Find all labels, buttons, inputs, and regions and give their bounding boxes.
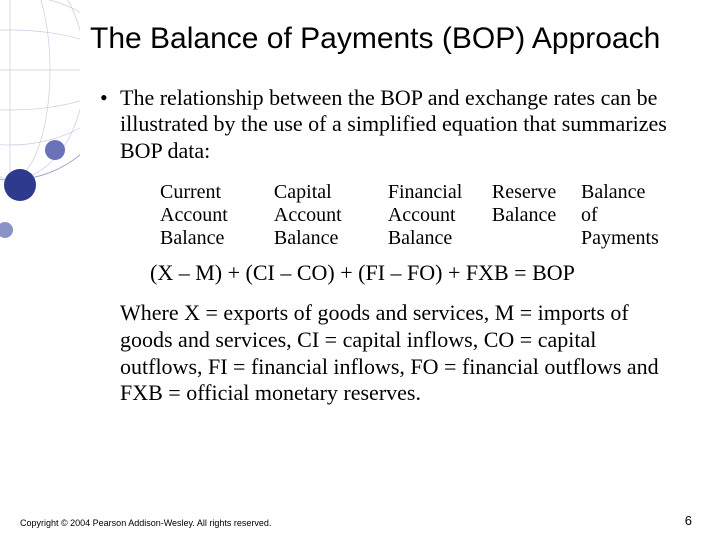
bullet-item: • The relationship between the BOP and e… — [100, 85, 690, 165]
term-financial-account: Financial Account Balance — [388, 181, 492, 250]
term-current-account: Current Account Balance — [160, 181, 274, 250]
bullet-marker: • — [100, 85, 120, 111]
copyright-notice: Copyright © 2004 Pearson Addison-Wesley.… — [20, 518, 271, 528]
variable-definitions: Where X = exports of goods and services,… — [120, 300, 680, 407]
equation-term-labels: Current Account Balance Capital Account … — [160, 181, 690, 250]
bullet-text: The relationship between the BOP and exc… — [120, 85, 690, 165]
term-bop: Balance of Payments — [581, 181, 690, 250]
page-number: 6 — [685, 513, 692, 528]
term-reserve-balance: Reserve Balance — [492, 181, 581, 250]
slide-title: The Balance of Payments (BOP) Approach — [90, 22, 690, 57]
term-capital-account: Capital Account Balance — [274, 181, 388, 250]
slide-template-decoration — [0, 0, 80, 540]
slide-content: The Balance of Payments (BOP) Approach •… — [90, 22, 690, 407]
bop-equation: (X – M) + (CI – CO) + (FI – FO) + FXB = … — [150, 260, 690, 286]
